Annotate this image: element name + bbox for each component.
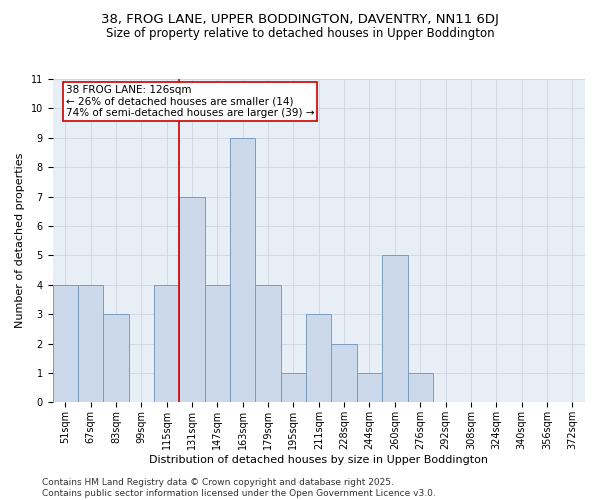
- Bar: [306, 314, 331, 402]
- Text: Size of property relative to detached houses in Upper Boddington: Size of property relative to detached ho…: [106, 28, 494, 40]
- Y-axis label: Number of detached properties: Number of detached properties: [15, 153, 25, 328]
- Bar: [53, 285, 78, 403]
- Text: 38, FROG LANE, UPPER BODDINGTON, DAVENTRY, NN11 6DJ: 38, FROG LANE, UPPER BODDINGTON, DAVENTR…: [101, 12, 499, 26]
- Bar: [281, 373, 306, 402]
- Bar: [154, 285, 179, 403]
- Bar: [256, 285, 281, 403]
- Bar: [179, 196, 205, 402]
- Bar: [382, 256, 407, 402]
- Bar: [103, 314, 128, 402]
- Bar: [331, 344, 357, 402]
- Text: Contains HM Land Registry data © Crown copyright and database right 2025.
Contai: Contains HM Land Registry data © Crown c…: [42, 478, 436, 498]
- Text: 38 FROG LANE: 126sqm
← 26% of detached houses are smaller (14)
74% of semi-detac: 38 FROG LANE: 126sqm ← 26% of detached h…: [66, 85, 314, 118]
- Bar: [78, 285, 103, 403]
- Bar: [230, 138, 256, 402]
- Bar: [205, 285, 230, 403]
- Bar: [407, 373, 433, 402]
- X-axis label: Distribution of detached houses by size in Upper Boddington: Distribution of detached houses by size …: [149, 455, 488, 465]
- Bar: [357, 373, 382, 402]
